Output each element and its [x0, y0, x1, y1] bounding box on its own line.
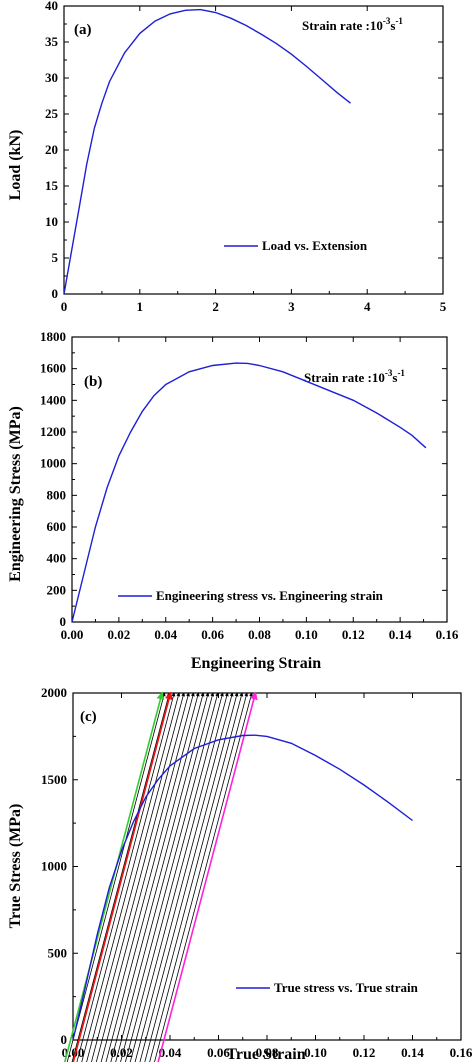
x-tick-label-a: 3	[288, 299, 295, 314]
y-tick-label-c: 2000	[41, 685, 67, 700]
y-tick-label-b: 0	[60, 614, 67, 629]
unloading-line-black	[115, 692, 215, 1062]
plot-frame-a	[63, 5, 444, 295]
unloading-line-black	[129, 692, 229, 1062]
unloading-line-black	[95, 692, 195, 1062]
x-axis-label-b: Engineering Strain	[191, 655, 321, 672]
strain-rate-annotation-b: Strain rate :10-3s-1	[304, 368, 405, 385]
x-tick-label-c: 0.06	[207, 1045, 230, 1060]
x-tick-label-b: 0.00	[61, 627, 84, 642]
x-tick-label-c: 0.10	[304, 1045, 327, 1060]
y-tick-label-a: 40	[45, 0, 58, 13]
unloading-line-black	[105, 692, 205, 1062]
y-tick-label-a: 35	[45, 34, 59, 49]
unloading-line-black	[144, 692, 244, 1062]
x-tick-label-c: 0.14	[401, 1045, 424, 1060]
unloading-line-black	[100, 692, 200, 1062]
y-tick-label-b: 1000	[40, 456, 66, 471]
y-tick-label-a: 5	[52, 250, 59, 265]
unloading-line-black	[76, 692, 176, 1062]
x-tick-label-c: 0.16	[450, 1045, 473, 1060]
unloading-line-red	[72, 691, 173, 1062]
legend-label-b: Engineering stress vs. Engineering strai…	[156, 588, 384, 603]
unloading-line-black	[81, 692, 181, 1062]
y-tick-label-b: 200	[47, 582, 67, 597]
x-tick-label-a: 0	[61, 299, 68, 314]
series-line-a	[63, 8, 351, 295]
strain-rate-annotation-a: Strain rate :10-3s-1	[302, 16, 403, 33]
y-tick-label-b: 800	[47, 487, 67, 502]
legend-label-a: Load vs. Extension	[262, 238, 368, 253]
y-tick-label-b: 1200	[40, 424, 66, 439]
x-tick-label-b: 0.06	[201, 627, 224, 642]
series-line-b	[71, 362, 427, 623]
y-tick-label-b: 1600	[40, 361, 66, 376]
unloading-line-black	[91, 692, 190, 1062]
y-tick-label-a: 25	[45, 106, 59, 121]
y-tick-label-b: 600	[47, 519, 67, 534]
unloading-line-black	[154, 692, 253, 1062]
y-tick-label-a: 15	[45, 178, 59, 193]
y-axis-label-c: True Stress (MPa)	[7, 804, 24, 929]
x-tick-label-c: 0.12	[353, 1045, 376, 1060]
y-tick-label-c: 1000	[41, 859, 67, 874]
unloading-line-black	[120, 692, 219, 1062]
panel-label-c: (c)	[80, 709, 97, 725]
x-tick-label-a: 1	[137, 299, 144, 314]
panel-label-a: (a)	[74, 22, 92, 38]
x-tick-label-b: 0.14	[389, 627, 412, 642]
unloading-line-black	[139, 692, 239, 1062]
x-tick-label-c: 0.04	[159, 1045, 182, 1060]
y-tick-label-b: 1800	[40, 329, 66, 344]
y-tick-label-c: 1500	[41, 772, 67, 787]
y-tick-label-a: 20	[45, 142, 58, 157]
x-tick-label-c: 0.08	[256, 1045, 279, 1060]
y-tick-label-c: 500	[48, 945, 68, 960]
unloading-line-black	[134, 692, 234, 1062]
y-tick-label-c: 0	[61, 1032, 68, 1047]
x-tick-label-b: 0.12	[342, 627, 365, 642]
unloading-line-magenta	[157, 691, 258, 1062]
panel-label-b: (b)	[84, 374, 102, 390]
panel-c: (c) True Stress (MPa) True Strain 0.00 0.…	[7, 685, 473, 1062]
x-tick-label-a: 5	[440, 299, 447, 314]
y-tick-label-a: 30	[45, 70, 58, 85]
panel-b: (b) Strain rate :10-3s-1 Engineering Str…	[7, 329, 459, 672]
unloading-line-green	[63, 691, 165, 1062]
plot-frame-b	[71, 336, 448, 623]
unloading-line-black	[86, 692, 186, 1062]
legend-label-c: True stress vs. True strain	[274, 980, 419, 995]
x-tick-label-a: 4	[364, 299, 371, 314]
x-tick-label-b: 0.10	[295, 627, 318, 642]
unloading-line-black	[71, 692, 171, 1062]
x-axis-label-c: True Strain	[226, 1046, 305, 1062]
x-tick-label-b: 0.16	[436, 627, 459, 642]
x-tick-label-a: 2	[212, 299, 219, 314]
unloading-line-black	[124, 692, 224, 1062]
x-tick-label-b: 0.02	[108, 627, 131, 642]
y-tick-label-a: 10	[45, 214, 58, 229]
unloading-line-black	[110, 692, 210, 1062]
y-axis-label-a: Load (kN)	[7, 130, 24, 201]
unloading-line-black	[149, 692, 249, 1062]
x-tick-label-b: 0.04	[154, 627, 177, 642]
y-axis-label-b: Engineering Stress (MPa)	[7, 406, 24, 582]
x-tick-label-b: 0.08	[248, 627, 271, 642]
y-tick-label-a: 0	[52, 286, 59, 301]
y-tick-label-b: 400	[47, 551, 67, 566]
series-line-c	[72, 734, 413, 1041]
panel-a: (a) Strain rate :10-3s-1 Load (kN) 0 1 2 3 4…	[7, 0, 447, 314]
y-tick-label-b: 1400	[40, 392, 66, 407]
